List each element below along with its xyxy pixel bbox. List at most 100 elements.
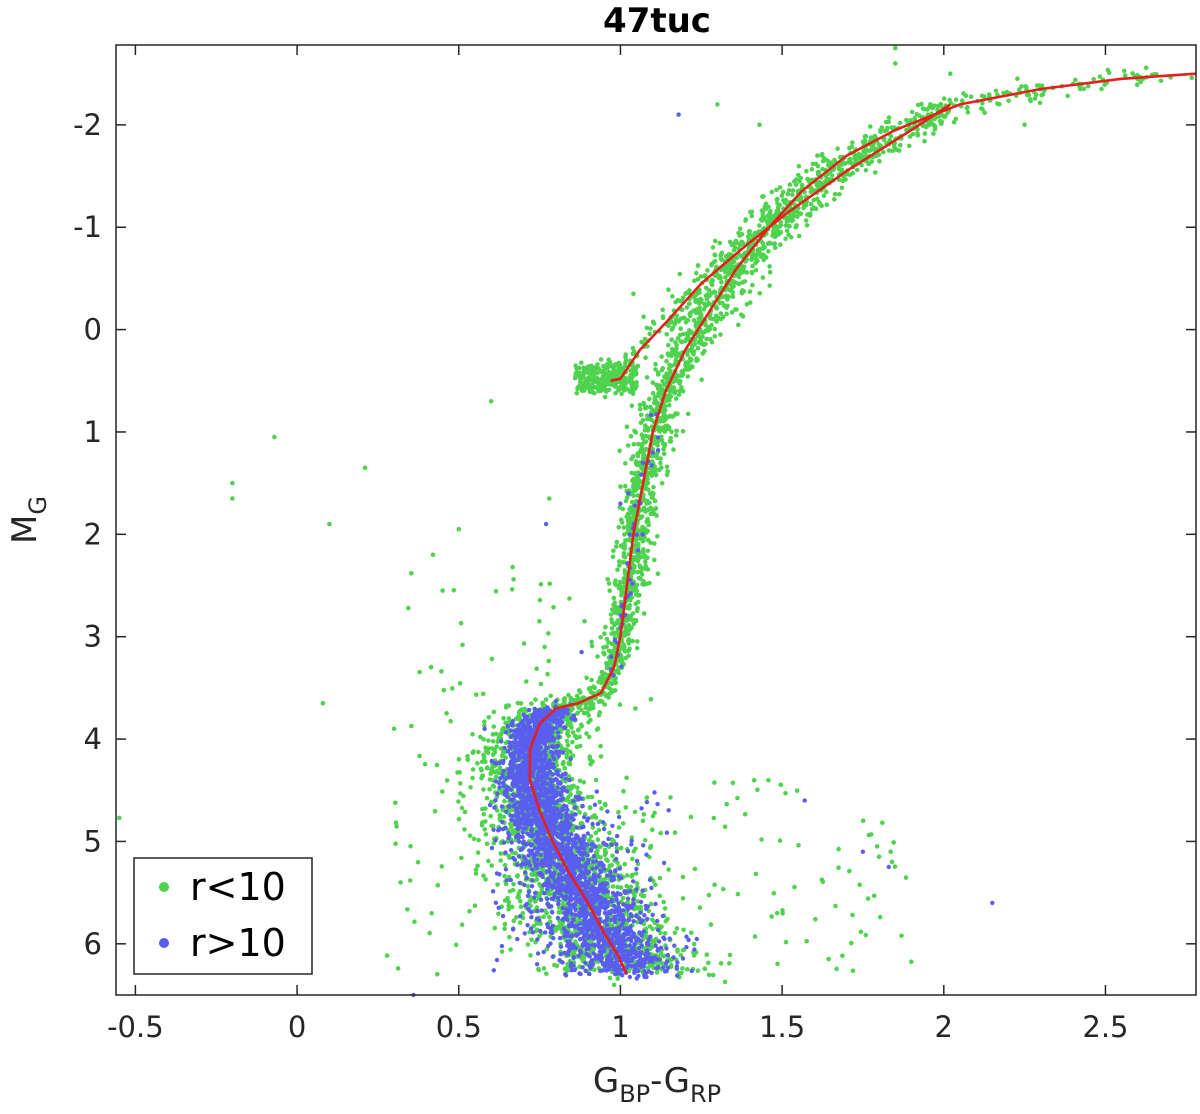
point-r-lt-10	[705, 328, 710, 334]
point-r-lt-10	[785, 191, 791, 197]
point-r-lt-10	[544, 971, 549, 976]
point-r-lt-10	[417, 753, 422, 759]
point-r-lt-10	[727, 961, 732, 966]
point-r-lt-10	[722, 979, 728, 985]
point-r-lt-10	[948, 71, 953, 76]
point-r-lt-10	[622, 554, 628, 560]
point-r-lt-10	[628, 598, 633, 603]
point-r-lt-10	[638, 412, 644, 418]
point-r-lt-10	[855, 167, 860, 173]
point-r-lt-10	[393, 800, 398, 806]
point-r-lt-10	[479, 775, 484, 781]
point-r-lt-10	[698, 298, 703, 303]
point-r-lt-10	[704, 297, 710, 302]
point-r-lt-10	[525, 942, 531, 947]
point-r-lt-10	[602, 394, 608, 400]
point-r-lt-10	[757, 122, 762, 128]
point-r-lt-10	[588, 717, 593, 723]
point-r-lt-10	[938, 101, 944, 107]
point-r-lt-10	[586, 734, 592, 740]
point-r-lt-10	[556, 910, 562, 915]
point-r-lt-10	[629, 499, 635, 505]
point-r-lt-10	[968, 94, 974, 100]
point-r-lt-10	[808, 189, 814, 195]
point-r-lt-10	[566, 794, 571, 800]
point-r-lt-10	[659, 354, 664, 359]
point-r-lt-10	[587, 837, 592, 843]
point-r-lt-10	[697, 905, 703, 910]
point-r-lt-10	[659, 480, 665, 486]
point-r-lt-10	[1073, 77, 1078, 83]
point-r-lt-10	[755, 787, 760, 793]
point-r-lt-10	[796, 163, 802, 169]
point-r-lt-10	[708, 922, 714, 927]
point-r-lt-10	[583, 369, 589, 375]
point-r-lt-10	[320, 700, 326, 706]
point-r-lt-10	[666, 366, 672, 372]
point-r-lt-10	[685, 374, 691, 379]
point-r-lt-10	[678, 339, 683, 344]
point-r-lt-10	[757, 291, 763, 296]
point-r-lt-10	[470, 750, 476, 755]
point-r-lt-10	[705, 268, 710, 273]
point-r-lt-10	[434, 762, 440, 768]
point-r-lt-10	[662, 403, 668, 409]
point-r-lt-10	[613, 384, 618, 389]
point-r-lt-10	[860, 818, 866, 823]
point-r-lt-10	[712, 252, 717, 257]
point-r-lt-10	[735, 240, 740, 246]
point-r-lt-10	[860, 154, 865, 159]
point-r-gt-10	[638, 899, 644, 905]
point-r-lt-10	[627, 646, 632, 651]
point-r-lt-10	[648, 697, 654, 702]
point-r-lt-10	[612, 600, 617, 605]
point-r-lt-10	[932, 126, 938, 132]
point-r-lt-10	[611, 548, 616, 554]
point-r-lt-10	[792, 884, 797, 890]
point-r-lt-10	[680, 428, 686, 434]
point-r-lt-10	[714, 305, 720, 311]
point-r-lt-10	[993, 88, 999, 94]
point-r-lt-10	[620, 560, 626, 565]
point-r-lt-10	[730, 780, 736, 786]
point-r-lt-10	[475, 850, 481, 855]
point-r-lt-10	[430, 552, 436, 558]
point-r-lt-10	[1091, 76, 1096, 82]
point-r-lt-10	[561, 759, 566, 765]
point-r-lt-10	[666, 323, 671, 329]
point-r-lt-10	[616, 809, 621, 815]
point-r-lt-10	[699, 377, 704, 383]
point-r-lt-10	[459, 855, 464, 861]
point-r-lt-10	[673, 433, 679, 438]
point-r-lt-10	[815, 153, 820, 158]
point-r-lt-10	[501, 814, 507, 820]
point-r-lt-10	[683, 291, 688, 297]
point-r-lt-10	[458, 781, 463, 786]
point-r-lt-10	[850, 912, 855, 918]
point-r-lt-10	[545, 671, 550, 677]
point-r-lt-10	[570, 739, 575, 745]
point-r-lt-10	[516, 895, 522, 900]
point-r-lt-10	[898, 142, 903, 148]
point-r-lt-10	[486, 738, 491, 743]
point-r-lt-10	[609, 626, 615, 631]
point-r-lt-10	[751, 777, 757, 783]
point-r-lt-10	[230, 480, 235, 486]
point-r-lt-10	[537, 881, 542, 887]
point-r-lt-10	[651, 484, 656, 490]
point-r-lt-10	[577, 810, 582, 815]
point-r-lt-10	[693, 321, 699, 326]
point-r-lt-10	[671, 413, 677, 418]
point-r-lt-10	[483, 832, 489, 837]
point-r-lt-10	[832, 191, 838, 197]
point-r-lt-10	[628, 368, 633, 373]
point-r-lt-10	[837, 191, 842, 197]
point-r-lt-10	[502, 862, 508, 868]
point-r-lt-10	[1123, 73, 1128, 78]
point-r-lt-10	[473, 867, 479, 872]
point-r-lt-10	[717, 273, 722, 279]
point-r-lt-10	[480, 691, 486, 697]
point-r-lt-10	[674, 428, 679, 434]
point-r-lt-10	[537, 619, 542, 624]
point-r-lt-10	[609, 620, 615, 625]
